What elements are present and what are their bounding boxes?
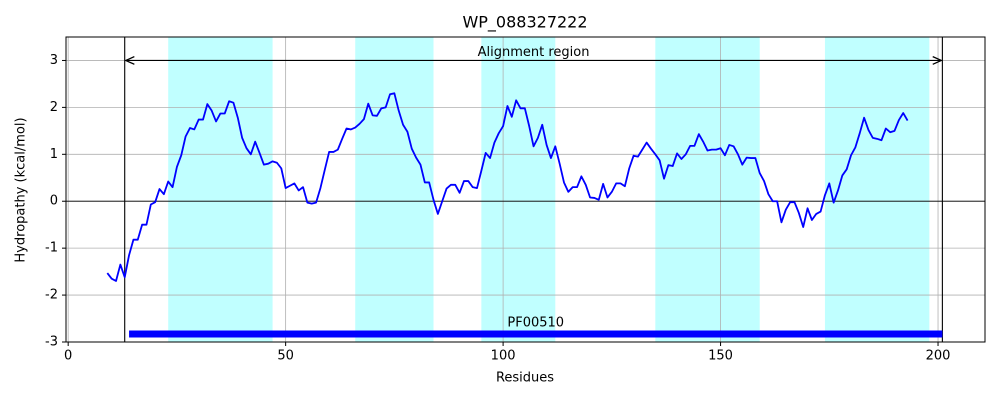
highlight-span [168, 37, 273, 342]
highlight-span [355, 37, 434, 342]
y-tick-label: 3 [50, 53, 58, 68]
x-tick-label: 0 [64, 349, 72, 364]
y-axis-label: Hydropathy (kcal/mol) [14, 117, 29, 262]
y-tick-label: 2 [50, 100, 58, 115]
plot-frame [65, 36, 986, 343]
x-axis-label: Residues [496, 371, 554, 386]
highlight-span [481, 37, 556, 342]
x-tick-label: 50 [277, 349, 294, 364]
annotation-label: Alignment region [478, 45, 590, 60]
y-tick-label: -2 [45, 288, 58, 303]
y-tick-label: -3 [45, 335, 58, 350]
domain-label: PF00510 [507, 316, 564, 331]
highlight-span [655, 37, 760, 342]
chart-title: WP_088327222 [462, 13, 587, 33]
hydropathy-line [106, 92, 909, 282]
x-tick-label: 100 [491, 349, 516, 364]
y-tick-label: -1 [45, 241, 58, 256]
x-tick-label: 150 [708, 349, 733, 364]
y-tick-label: 1 [50, 147, 58, 162]
x-tick-label: 200 [926, 349, 951, 364]
y-tick-label: 0 [50, 194, 58, 209]
highlight-span [824, 37, 930, 342]
